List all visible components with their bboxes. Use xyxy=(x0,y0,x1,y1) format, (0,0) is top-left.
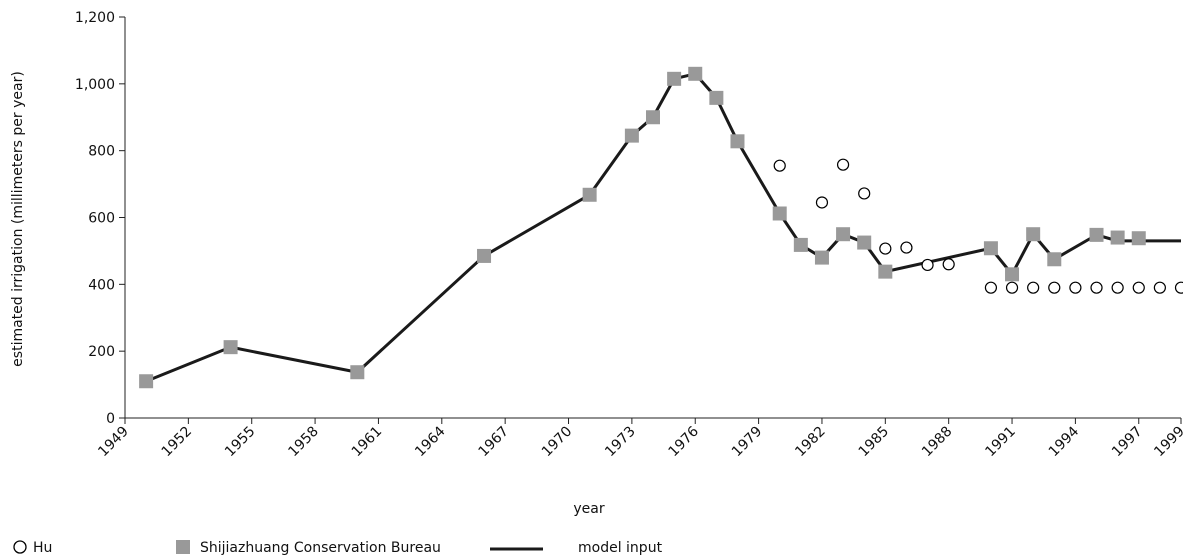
hu-point xyxy=(921,258,934,272)
x-tick-label: 1955 xyxy=(222,424,259,461)
x-tick-label: 1976 xyxy=(666,423,703,460)
shijiazhuang-point xyxy=(836,227,851,242)
x-axis-title: year xyxy=(573,501,604,517)
shijiazhuang-point xyxy=(667,71,682,86)
x-tick-label: 1994 xyxy=(1046,423,1083,460)
shijiazhuang-point xyxy=(772,206,787,221)
x-tick-label: 1961 xyxy=(349,424,386,461)
hu-point xyxy=(1132,281,1145,294)
shijiazhuang-point xyxy=(582,187,597,202)
shijiazhuang-point xyxy=(1026,227,1041,242)
shijiazhuang-point xyxy=(709,90,724,105)
hu-point xyxy=(879,242,892,255)
legend-item-model-input: model input xyxy=(490,540,663,556)
x-tick-label: 1970 xyxy=(539,424,576,461)
x-tick-label: 1958 xyxy=(285,424,322,461)
hu-point xyxy=(1069,281,1082,294)
shijiazhuang-point xyxy=(223,340,238,355)
shijiazhuang-point xyxy=(1089,227,1104,242)
hu-point xyxy=(900,241,913,254)
y-tick-label: 1,000 xyxy=(75,77,115,93)
x-tick-label: 1991 xyxy=(982,424,1019,461)
shijiazhuang-point xyxy=(139,374,154,389)
model-input-line xyxy=(145,72,1181,383)
hu-point xyxy=(1111,281,1124,294)
y-tick-label: 600 xyxy=(88,211,115,227)
x-tick-label: 1982 xyxy=(792,424,829,461)
shijiazhuang-point xyxy=(730,134,745,149)
x-tick-label: 1985 xyxy=(856,424,893,461)
x-tick-label: 1964 xyxy=(412,423,449,460)
hu-point xyxy=(773,159,786,172)
shijiazhuang-point xyxy=(1110,230,1125,245)
hu-point xyxy=(1027,281,1040,294)
y-tick-label: 200 xyxy=(88,344,115,360)
hu-point xyxy=(942,258,955,271)
shijiazhuang-point xyxy=(793,237,808,252)
y-tick-label: 0 xyxy=(106,411,115,427)
legend-marker-shijiazhuang xyxy=(176,540,190,554)
hu-point xyxy=(1005,281,1019,294)
legend-item-hu: Hu xyxy=(13,540,52,556)
series-layer xyxy=(139,66,1183,389)
shijiazhuang-point xyxy=(350,365,365,380)
legend-label-shijiazhuang: Shijiazhuang Conservation Bureau xyxy=(200,540,441,556)
x-tick-label: 1949 xyxy=(95,424,132,461)
x-axis-ticks: 1949 1952 1955 1958 1961 1964 1967 1970 1973 1976… xyxy=(95,418,1183,460)
hu-point xyxy=(1153,281,1166,294)
x-tick-label: 1988 xyxy=(919,424,956,461)
y-tick-label: 400 xyxy=(88,277,115,293)
shijiazhuang-point xyxy=(624,128,639,143)
legend-marker-hu xyxy=(13,540,27,554)
hu-point xyxy=(1048,281,1061,294)
legend: Hu Shijiazhuang Conservation Bureau mode… xyxy=(13,540,663,556)
x-tick-label: 1973 xyxy=(602,424,639,461)
legend-label-hu: Hu xyxy=(33,540,52,556)
x-tick-label: 1997 xyxy=(1109,424,1146,461)
legend-label-model-input: model input xyxy=(578,540,663,556)
y-axis-ticks: 0 200 400 600 800 1,000 1,200 xyxy=(75,10,125,427)
x-tick-label: 1952 xyxy=(159,424,196,461)
hu-point xyxy=(984,281,998,294)
hu-point xyxy=(1174,281,1183,294)
hu-point xyxy=(815,196,829,209)
shijiazhuang-point xyxy=(857,235,872,250)
shijiazhuang-point xyxy=(688,66,703,81)
y-tick-label: 800 xyxy=(88,144,115,160)
x-tick-label: 1967 xyxy=(475,424,512,461)
shijiazhuang-point xyxy=(477,248,492,263)
y-axis-title: estimated irrigation (millimeters per ye… xyxy=(10,71,26,367)
hu-point xyxy=(836,158,850,171)
hu-point xyxy=(1090,281,1103,294)
shijiazhuang-point xyxy=(1005,267,1020,282)
x-tick-label: 1979 xyxy=(729,424,766,461)
shijiazhuang-point xyxy=(814,250,829,265)
shijiazhuang-point xyxy=(1047,252,1062,267)
x-tick-label: 1999 xyxy=(1151,424,1183,461)
y-tick-label: 1,200 xyxy=(75,10,115,26)
hu-point xyxy=(858,187,871,200)
shijiazhuang-point xyxy=(983,241,998,256)
shijiazhuang-point xyxy=(1131,231,1146,246)
shijiazhuang-point xyxy=(878,264,893,279)
legend-item-shijiazhuang: Shijiazhuang Conservation Bureau xyxy=(176,540,441,556)
shijiazhuang-point xyxy=(646,110,660,125)
